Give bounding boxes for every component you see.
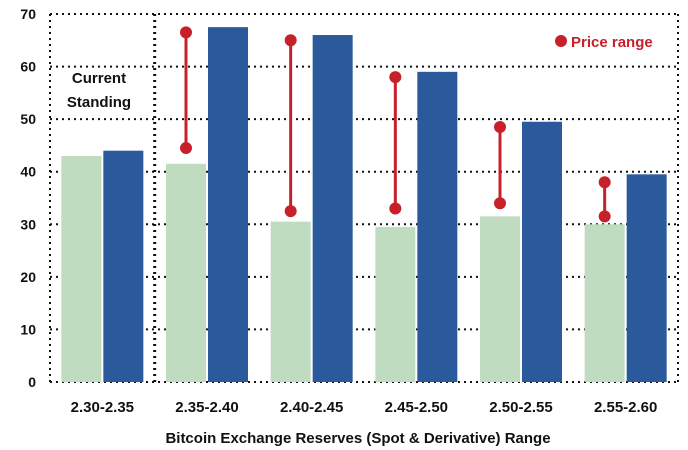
x-tick-label: 2.30-2.35 [71, 399, 134, 416]
price-range-low-2.55-2.60 [598, 210, 611, 223]
price-range-markers [180, 26, 611, 223]
price-range-high-2.35-2.40 [180, 26, 192, 39]
bar-series-1-2.50-2.55 [480, 216, 520, 382]
bar-series-1-2.45-2.50 [375, 226, 416, 382]
current-standing-annotation: Current Standing [67, 70, 131, 111]
bar-series-1-2.30-2.35 [61, 155, 102, 382]
annotation-line-2: Standing [67, 94, 131, 111]
price-range-low-2.50-2.55 [494, 197, 506, 210]
bar-series-1-2.55-2.60 [584, 224, 625, 382]
gridlines [49, 13, 679, 383]
price-range-low-2.45-2.50 [389, 202, 402, 215]
price-range-low-2.35-2.40 [180, 142, 192, 155]
x-tick-label: 2.55-2.60 [594, 399, 657, 416]
y-tick-label: 20 [20, 269, 36, 285]
price-range-high-2.50-2.55 [494, 121, 506, 134]
bar-series-2-2.45-2.50 [417, 71, 458, 382]
legend-marker [555, 35, 567, 47]
y-tick-label: 40 [20, 164, 36, 180]
bars [61, 27, 667, 383]
price-range-high-2.45-2.50 [389, 71, 402, 84]
bar-series-2-2.55-2.60 [626, 174, 667, 382]
bar-series-1-2.35-2.40 [166, 163, 206, 382]
y-tick-label: 50 [20, 111, 36, 127]
bar-series-2-2.40-2.45 [312, 35, 353, 383]
bar-series-2-2.50-2.55 [522, 121, 562, 383]
price-range-low-2.40-2.45 [284, 205, 297, 218]
legend: Price range [555, 34, 653, 51]
y-tick-label: 60 [20, 59, 36, 75]
bar-series-2-2.30-2.35 [103, 150, 144, 382]
annotation-line-1: Current [72, 70, 126, 87]
y-tick-label: 70 [20, 6, 36, 22]
bar-series-2-2.35-2.40 [208, 27, 248, 383]
legend-label: Price range [571, 34, 653, 51]
x-axis-title: Bitcoin Exchange Reserves (Spot & Deriva… [165, 430, 550, 447]
y-tick-label: 30 [20, 216, 36, 232]
y-tick-label: 0 [28, 374, 36, 390]
x-tick-label: 2.40-2.45 [280, 399, 343, 416]
x-tick-label: 2.35-2.40 [175, 399, 238, 416]
x-tick-label: 2.50-2.55 [489, 399, 552, 416]
bar-series-1-2.40-2.45 [270, 221, 311, 382]
x-tick-label: 2.45-2.50 [385, 399, 448, 416]
price-range-high-2.55-2.60 [598, 176, 611, 189]
axes: 0 10 20 30 40 50 60 70 2.30-2.35 2.35-2.40 2.40-2.… [20, 6, 657, 416]
price-range-high-2.40-2.45 [284, 34, 297, 47]
y-tick-label: 10 [20, 321, 36, 337]
